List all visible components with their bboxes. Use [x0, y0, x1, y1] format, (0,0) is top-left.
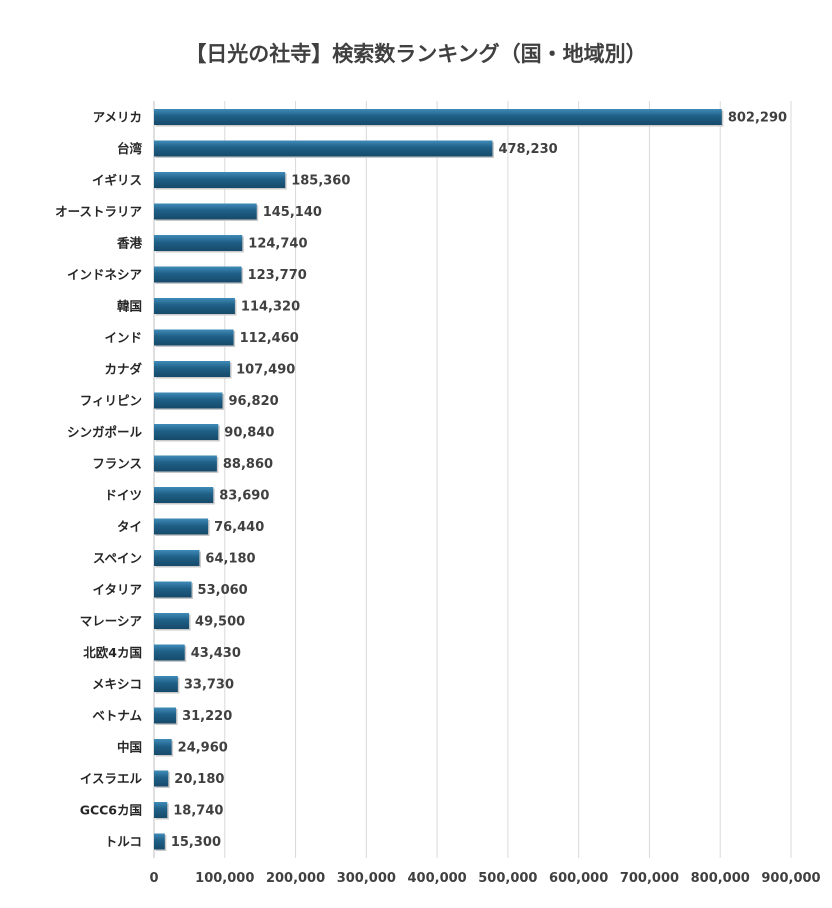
data-label: 53,060: [198, 583, 248, 598]
data-label: 31,220: [182, 709, 232, 724]
x-tick-label: 700,000: [620, 871, 679, 886]
gridlines: [153, 101, 792, 858]
data-label: 124,740: [248, 237, 307, 252]
bar: [154, 770, 169, 787]
category-label: フランス: [92, 456, 142, 471]
data-label: 83,690: [219, 489, 269, 504]
category-label: 北欧4カ国: [83, 645, 142, 660]
bar: [154, 802, 168, 818]
x-tick-label: 600,000: [549, 871, 608, 886]
category-label: インドネシア: [67, 267, 142, 282]
category-label: メキシコ: [92, 677, 142, 692]
data-label: 145,140: [263, 205, 322, 220]
data-label: 20,180: [174, 772, 224, 787]
bar: [154, 707, 177, 724]
category-label: アメリカ: [93, 110, 142, 125]
x-tick-label: 800,000: [691, 871, 750, 886]
category-label: ドイツ: [104, 488, 142, 503]
category-label: ベトナム: [92, 708, 142, 723]
x-tick-label: 200,000: [266, 871, 325, 886]
data-label: 478,230: [498, 142, 557, 157]
bar: [154, 140, 493, 157]
bar: [154, 298, 235, 314]
x-tick-label: 300,000: [337, 871, 396, 886]
category-label: イスラエル: [80, 771, 143, 786]
data-label: 18,740: [173, 804, 223, 819]
bar: [154, 644, 185, 661]
category-label: 中国: [117, 740, 142, 755]
data-label: 96,820: [229, 394, 279, 409]
category-label: 台湾: [117, 141, 143, 156]
bar: [154, 518, 209, 535]
x-tick-label: 100,000: [195, 871, 254, 886]
bar: [154, 172, 286, 188]
bar: [154, 581, 192, 598]
bar: [154, 613, 190, 629]
category-label: カナダ: [104, 362, 142, 377]
bar: [154, 235, 243, 251]
data-label: 24,960: [178, 741, 228, 756]
bar: [154, 424, 219, 440]
data-label: 185,360: [291, 174, 350, 189]
chart-title: 【日光の社寺】検索数ランキング（国・地域別）: [185, 42, 647, 66]
data-label: 802,290: [728, 111, 787, 126]
data-label: 88,860: [223, 457, 273, 472]
category-label: インド: [104, 330, 142, 345]
bar: [154, 833, 165, 850]
data-label: 49,500: [195, 615, 245, 630]
category-label: 韓国: [117, 299, 142, 314]
data-label: 114,320: [241, 300, 300, 315]
bar: [154, 392, 223, 409]
data-label: 33,730: [184, 678, 234, 693]
bar: [154, 203, 257, 220]
bar: [154, 361, 231, 377]
data-label: 64,180: [205, 552, 255, 567]
category-label: イタリア: [92, 582, 142, 597]
bar: [154, 676, 178, 692]
category-label: オーストラリア: [55, 204, 142, 219]
bar: [154, 739, 172, 755]
category-label: トルコ: [105, 834, 142, 849]
bar: [154, 266, 242, 283]
x-tick-label: 400,000: [408, 871, 467, 886]
bars: [154, 109, 724, 851]
category-label: イギリス: [92, 173, 142, 188]
category-label: シンガポール: [67, 425, 143, 440]
bar: [154, 550, 200, 566]
data-label: 43,430: [191, 646, 241, 661]
bar: [154, 329, 234, 346]
bar: [154, 487, 214, 503]
category-label: 香港: [116, 236, 143, 251]
data-label: 76,440: [214, 520, 264, 535]
x-tick-label: 900,000: [761, 871, 820, 886]
data-label: 112,460: [240, 331, 299, 346]
labels: 0 100,000 200,000 300,000 400,000 500,000 600,…: [55, 110, 821, 887]
bar: [154, 455, 217, 472]
data-label: 107,490: [236, 363, 295, 378]
data-label: 90,840: [224, 426, 274, 441]
data-label: 15,300: [171, 835, 221, 850]
data-label: 123,770: [248, 268, 307, 283]
category-label: GCC6カ国: [80, 803, 142, 818]
x-tick-label: 500,000: [478, 871, 537, 886]
bar: [154, 109, 722, 125]
x-tick-label: 0: [149, 871, 158, 886]
category-label: フィリピン: [80, 393, 142, 408]
category-label: スペイン: [93, 551, 142, 566]
category-label: マレーシア: [80, 614, 142, 629]
category-label: タイ: [117, 519, 142, 534]
